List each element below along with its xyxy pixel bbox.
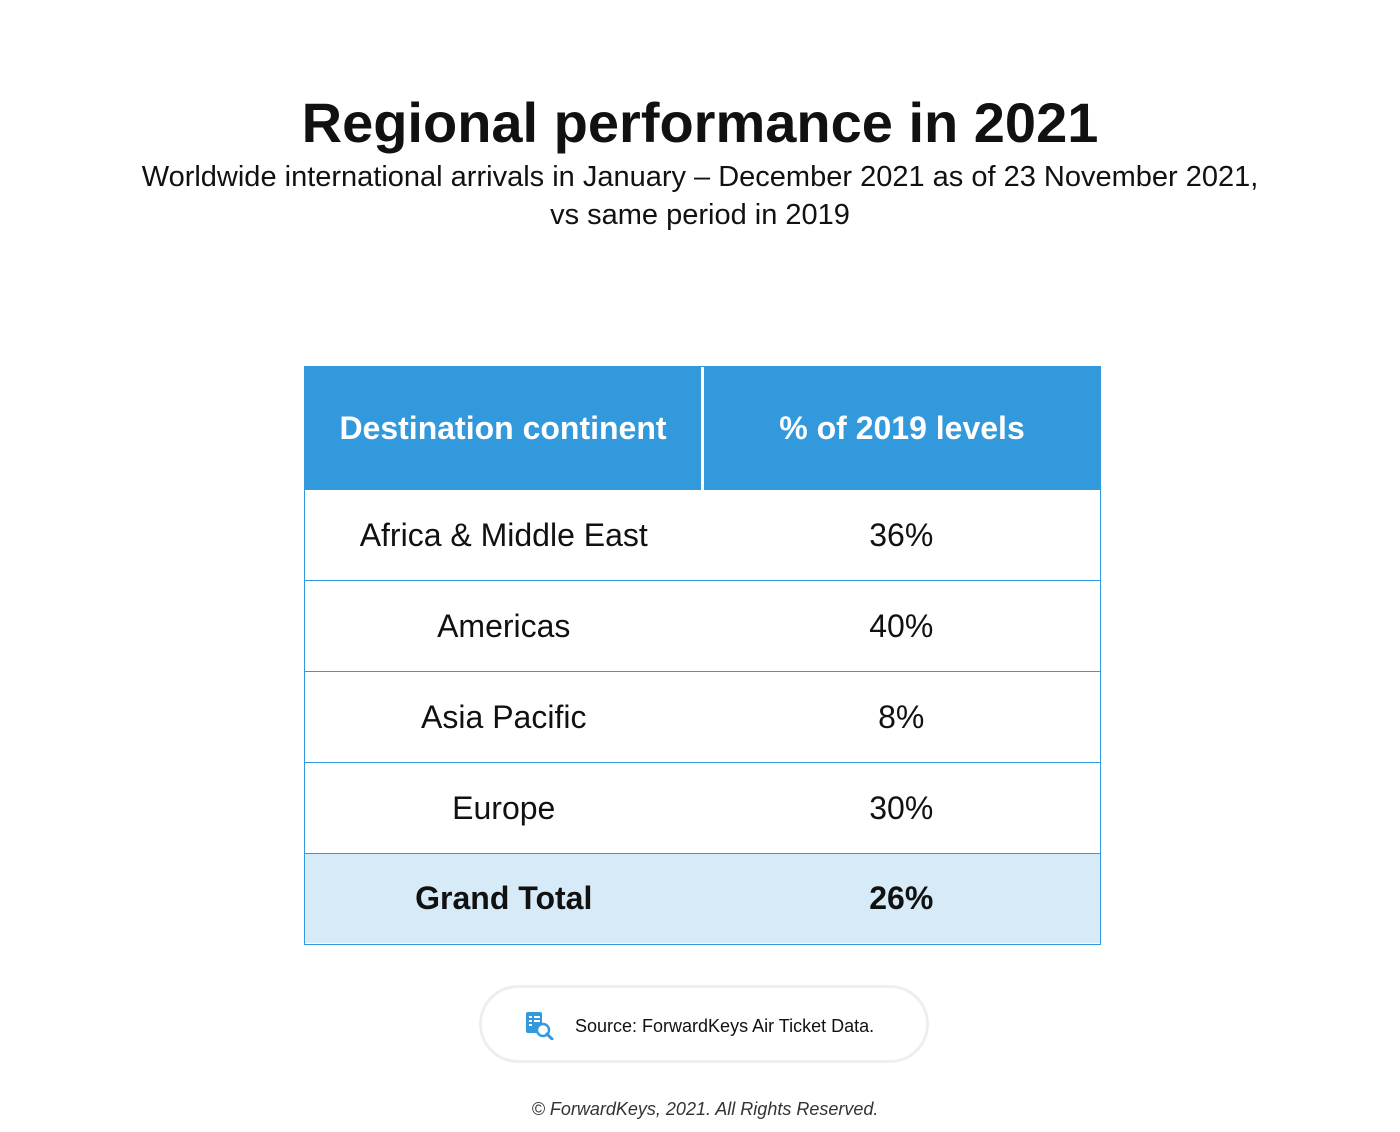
- grand-total-value: 26%: [702, 853, 1100, 943]
- table-row: Americas 40%: [305, 580, 1100, 672]
- column-header-continent: Destination continent: [305, 367, 704, 490]
- table-row: Europe 30%: [305, 762, 1100, 854]
- regional-performance-table: Destination continent % of 2019 levels A…: [304, 366, 1101, 945]
- page-subtitle: Worldwide international arrivals in Janu…: [100, 158, 1300, 234]
- subtitle-line-2: vs same period in 2019: [550, 199, 850, 231]
- percent-cell: 30%: [702, 762, 1100, 854]
- percent-cell: 8%: [702, 671, 1100, 763]
- continent-cell: Europe: [305, 762, 703, 854]
- column-header-percent: % of 2019 levels: [702, 367, 1100, 490]
- table-header-row: Destination continent % of 2019 levels: [305, 367, 1100, 490]
- grand-total-label: Grand Total: [305, 853, 703, 943]
- grand-total-row: Grand Total 26%: [305, 853, 1100, 943]
- page-title: Regional performance in 2021: [301, 91, 1099, 154]
- continent-cell: Asia Pacific: [305, 671, 703, 763]
- source-text: Source: ForwardKeys Air Ticket Data.: [575, 1016, 875, 1036]
- copyright-notice: © ForwardKeys, 2021. All Rights Reserved…: [531, 1099, 879, 1119]
- percent-cell: 40%: [702, 580, 1100, 672]
- continent-cell: Americas: [305, 580, 703, 672]
- table-row: Africa & Middle East 36%: [305, 489, 1100, 581]
- continent-cell: Africa & Middle East: [305, 489, 703, 581]
- percent-cell: 36%: [702, 489, 1100, 581]
- document-search-icon: [524, 1010, 554, 1041]
- table-row: Asia Pacific 8%: [305, 671, 1100, 763]
- source-note: Source: ForwardKeys Air Ticket Data.: [479, 985, 929, 1063]
- subtitle-line-1: Worldwide international arrivals in Janu…: [141, 161, 1259, 193]
